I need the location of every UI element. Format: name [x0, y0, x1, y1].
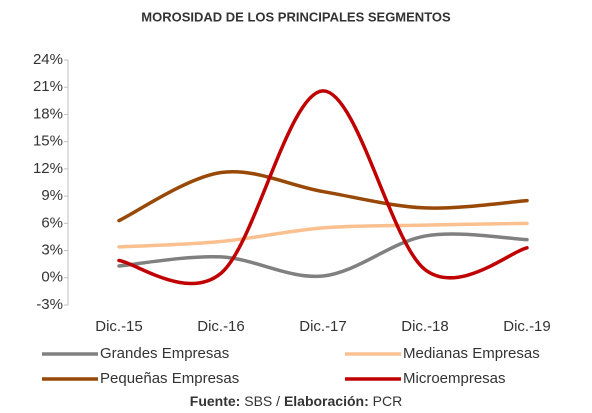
legend-label: Microempresas: [403, 370, 506, 387]
x-tick-label: Dic.-19: [503, 318, 551, 335]
x-tick-label: Dic.-15: [95, 318, 143, 335]
x-tick-label: Dic.-17: [299, 318, 347, 335]
separator: /: [276, 393, 280, 409]
y-tick-label: 24%: [33, 51, 63, 68]
y-tick-label: 3%: [41, 242, 63, 259]
y-tick-label: 0%: [41, 269, 63, 286]
y-tick-label: 6%: [41, 214, 63, 231]
legend-label: Grandes Empresas: [100, 345, 229, 362]
legend-label: Medianas Empresas: [403, 345, 540, 362]
y-tick-label: -3%: [36, 296, 63, 313]
source: SBS: [244, 393, 272, 409]
y-tick-label: 15%: [33, 133, 63, 150]
series-line: [117, 89, 529, 286]
y-tick-label: 18%: [33, 105, 63, 122]
credit-label: Elaboración:: [284, 393, 369, 409]
series-line: [117, 169, 529, 223]
source-label: Fuente:: [190, 393, 241, 409]
x-tick-label: Dic.-16: [197, 318, 245, 335]
x-tick-label: Dic.-18: [401, 318, 449, 335]
y-tick-label: 9%: [41, 187, 63, 204]
y-tick-label: 12%: [33, 160, 63, 177]
credit: PCR: [373, 393, 403, 409]
series-line: [117, 221, 529, 249]
source-note: Fuente: SBS / Elaboración: PCR: [190, 393, 402, 409]
series-line: [117, 232, 529, 279]
legend-label: Pequeñas Empresas: [100, 370, 239, 387]
chart-title: MOROSIDAD DE LOS PRINCIPALES SEGMENTOS: [141, 9, 451, 24]
y-tick-label: 21%: [33, 78, 63, 95]
